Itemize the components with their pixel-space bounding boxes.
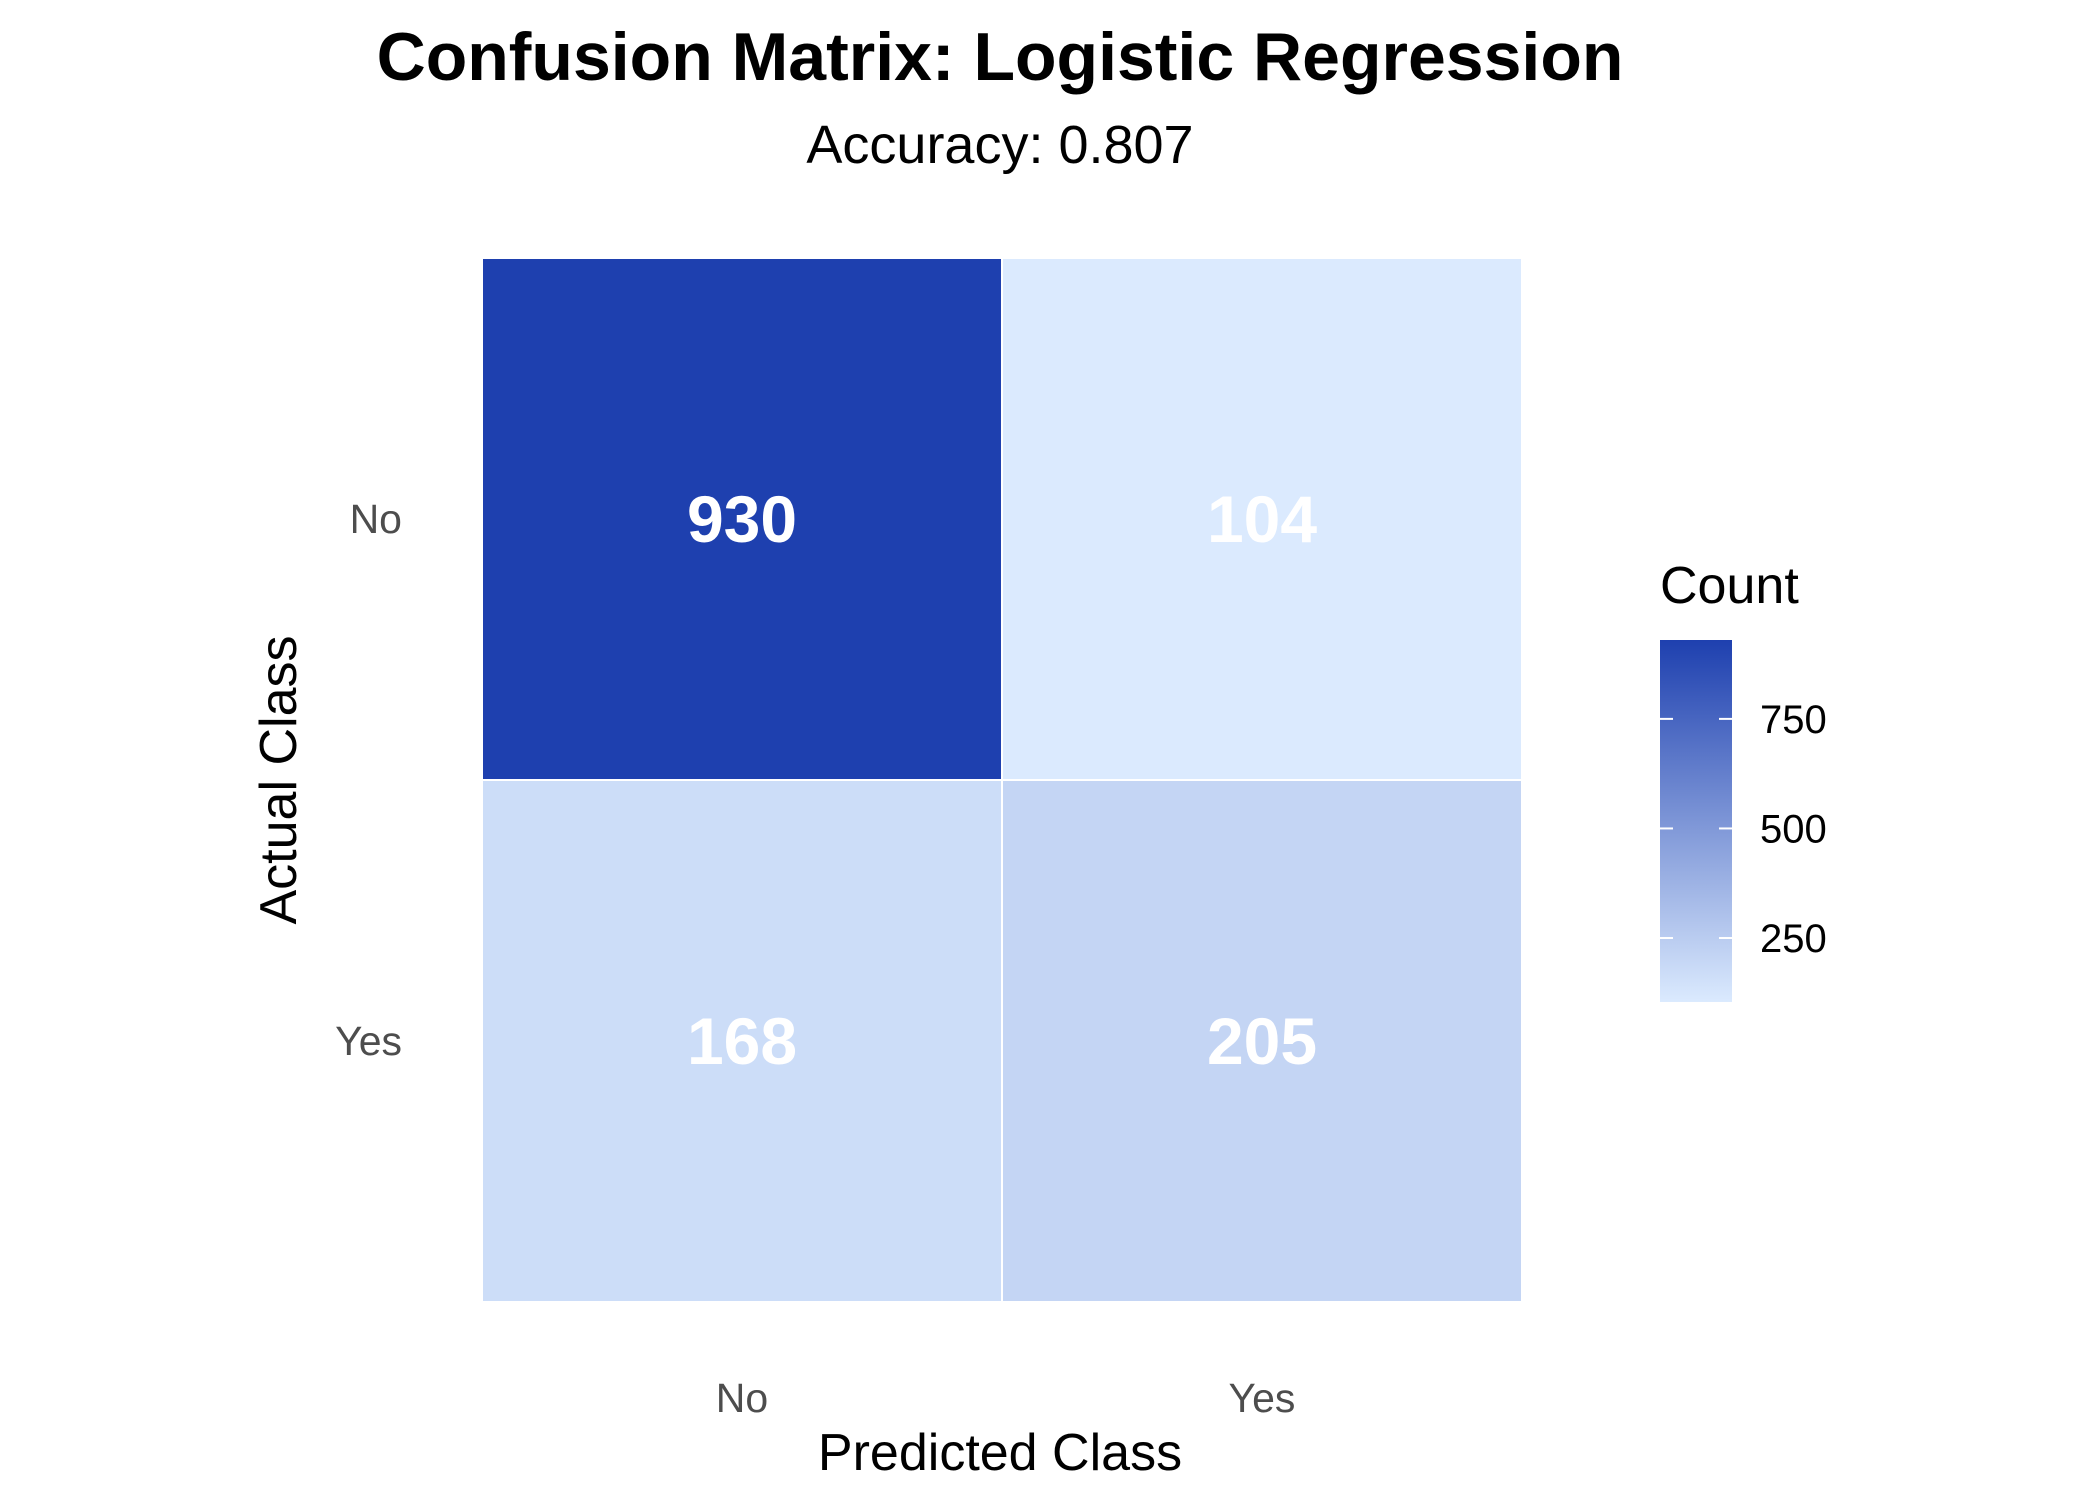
heatmap-cells: [481, 257, 1523, 1303]
legend-ticks: 250 500 750: [1660, 698, 1827, 961]
chart-subtitle: Accuracy: 0.807: [806, 115, 1193, 175]
legend-tick-label: 250: [1760, 917, 1827, 961]
y-axis-tick-labels: No Yes: [335, 496, 402, 1064]
legend-tick-label: 500: [1760, 807, 1827, 851]
heatmap-cell-yes-yes: [1001, 779, 1523, 1303]
heatmap-cell-yes-no: [481, 779, 1003, 1303]
x-axis-title: Predicted Class: [818, 1424, 1182, 1482]
heatmap-cell-no-no: [481, 257, 1003, 781]
cell-value-label: 168: [687, 1004, 797, 1078]
color-legend: Count 250 500 750: [1660, 557, 1827, 1002]
legend-title: Count: [1660, 557, 1799, 615]
x-tick-label: Yes: [1229, 1375, 1296, 1421]
cell-value-label: 104: [1207, 482, 1317, 556]
legend-tick-label: 750: [1760, 698, 1827, 742]
y-tick-label: Yes: [335, 1018, 402, 1064]
y-tick-label: No: [350, 496, 402, 542]
chart-title: Confusion Matrix: Logistic Regression: [377, 19, 1624, 95]
y-axis-title: Actual Class: [250, 636, 308, 925]
legend-colorbar: [1660, 640, 1732, 1002]
x-axis-tick-labels: No Yes: [716, 1375, 1296, 1421]
x-tick-label: No: [716, 1375, 768, 1421]
heatmap-cell-labels: 930 104 168 205: [687, 482, 1317, 1078]
cell-value-label: 205: [1207, 1004, 1317, 1078]
heatmap-cell-no-yes: [1001, 257, 1523, 781]
cell-value-label: 930: [687, 482, 797, 556]
